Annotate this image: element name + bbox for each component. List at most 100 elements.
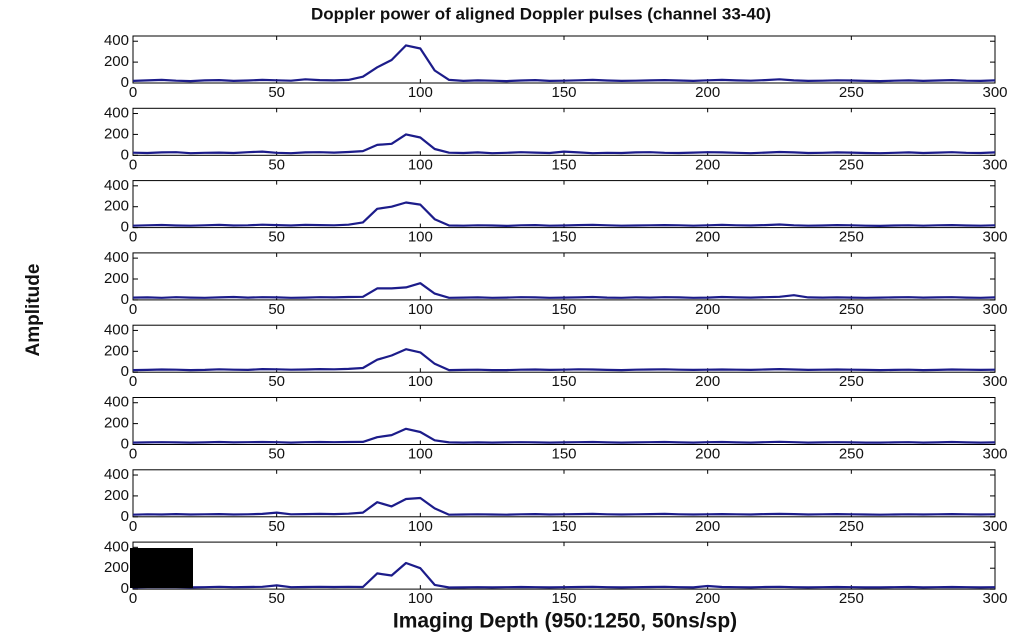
x-tick-label: 250 [839,156,864,173]
axes-box [132,541,996,590]
x-tick-label: 50 [268,590,285,607]
y-tick-label: 200 [104,559,129,576]
x-tick-label: 200 [695,445,720,462]
x-tick-label: 50 [268,156,285,173]
x-tick-label: 300 [982,445,1007,462]
x-tick-label: 100 [408,156,433,173]
data-line [132,561,996,589]
y-tick-label: 200 [104,415,129,432]
x-tick-label: 50 [268,445,285,462]
y-tick-label: 200 [104,198,129,215]
data-line [132,348,996,372]
y-tick-label: 0 [121,508,129,525]
axes-box [132,180,996,229]
x-tick-label: 200 [695,156,720,173]
x-tick-label: 250 [839,590,864,607]
x-tick-label: 200 [695,373,720,390]
x-tick-label: 150 [551,84,576,101]
y-tick-label: 400 [104,32,129,49]
x-tick-label: 300 [982,373,1007,390]
x-tick-label: 250 [839,445,864,462]
y-tick-label: 400 [104,104,129,121]
x-tick-label: 200 [695,590,720,607]
axes-box [132,397,996,445]
x-tick-label: 250 [839,84,864,101]
data-line [132,427,996,444]
x-tick-label: 150 [551,301,576,318]
x-tick-label: 0 [129,590,137,607]
x-tick-label: 200 [695,229,720,246]
y-tick-label: 0 [121,291,129,308]
y-tick-label: 400 [104,466,129,483]
x-tick-label: 100 [408,84,433,101]
x-tick-label: 150 [551,373,576,390]
y-tick-label: 400 [104,177,129,194]
x-tick-label: 300 [982,518,1007,535]
x-tick-label: 100 [408,229,433,246]
x-tick-label: 50 [268,229,285,246]
y-tick-label: 0 [121,363,129,380]
y-tick-label: 200 [104,270,129,287]
x-tick-label: 100 [408,373,433,390]
x-tick-label: 150 [551,229,576,246]
x-tick-label: 200 [695,84,720,101]
chart-title: Doppler power of aligned Doppler pulses … [311,4,771,23]
x-tick-label: 50 [268,301,285,318]
x-tick-label: 250 [839,373,864,390]
y-tick-label: 400 [104,321,129,338]
x-tick-label: 150 [551,445,576,462]
x-tick-label: 150 [551,156,576,173]
x-tick-label: 250 [839,518,864,535]
y-tick-label: 0 [121,219,129,236]
data-line [132,496,996,516]
data-line [132,133,996,155]
x-tick-label: 50 [268,518,285,535]
y-tick-label: 0 [121,146,129,163]
x-tick-label: 100 [408,590,433,607]
y-tick-label: 400 [104,538,129,555]
y-tick-label: 0 [121,74,129,91]
y-tick-label: 200 [104,487,129,504]
x-tick-label: 50 [268,84,285,101]
x-tick-label: 300 [982,156,1007,173]
y-tick-label: 200 [104,342,129,359]
x-tick-label: 100 [408,518,433,535]
x-tick-label: 200 [695,301,720,318]
y-tick-label: 200 [104,125,129,142]
data-line [132,44,996,83]
x-tick-label: 300 [982,301,1007,318]
axes-box [132,324,996,373]
x-tick-label: 50 [268,373,285,390]
x-tick-label: 300 [982,590,1007,607]
axes-box [132,35,996,84]
x-tick-label: 150 [551,590,576,607]
x-tick-label: 0 [129,373,137,390]
axes-box [132,469,996,518]
x-tick-label: 200 [695,518,720,535]
x-tick-label: 0 [129,301,137,318]
y-tick-label: 400 [104,394,129,411]
x-tick-label: 0 [129,518,137,535]
axes-box [132,107,996,156]
y-tick-label: 400 [104,249,129,266]
redaction-block [130,548,193,588]
x-tick-label: 300 [982,229,1007,246]
x-tick-label: 150 [551,518,576,535]
y-tick-label: 0 [121,435,129,452]
data-line [132,201,996,227]
x-tick-label: 0 [129,156,137,173]
x-tick-label: 0 [129,229,137,246]
x-tick-label: 0 [129,84,137,101]
x-axis-label: Imaging Depth (950:1250, 50ns/sp) [393,610,737,633]
x-tick-label: 100 [408,445,433,462]
y-axis-label: Amplitude [23,264,44,357]
y-tick-label: 200 [104,53,129,70]
x-tick-label: 300 [982,84,1007,101]
data-line [132,282,996,299]
x-tick-label: 250 [839,229,864,246]
x-tick-label: 0 [129,445,137,462]
y-tick-label: 0 [121,580,129,597]
x-tick-label: 100 [408,301,433,318]
